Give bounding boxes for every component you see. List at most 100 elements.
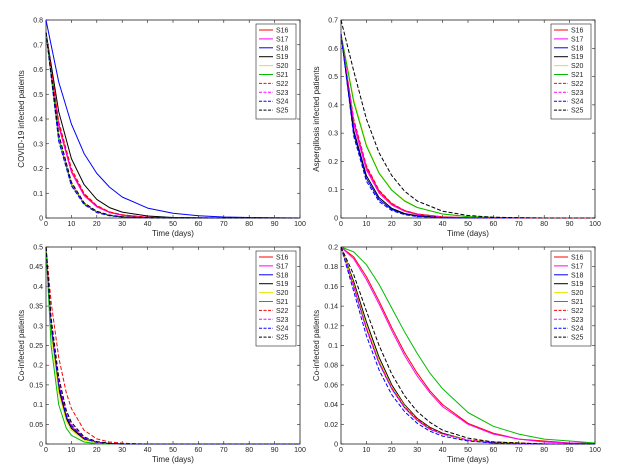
legend-label-s22: S22 xyxy=(571,308,584,315)
y-tick-label: 0.4 xyxy=(33,117,43,124)
series-line-s25 xyxy=(45,246,300,445)
x-tick-label: 90 xyxy=(566,221,574,228)
legend-label-s23: S23 xyxy=(276,317,289,324)
chart-panel-top-right: 0 10 20 30 40 50 60 70 80 90 100 0 0.1 0.2 0.3 0.4 0.5 0.… xyxy=(312,18,601,239)
legend-label-s21: S21 xyxy=(571,72,584,79)
y-tick-label: 0.7 xyxy=(328,18,338,25)
y-tick-label: 0.2 xyxy=(328,245,338,252)
x-tick-label: 90 xyxy=(271,447,279,454)
y-tick-label: 0.1 xyxy=(328,187,338,194)
x-tick-label: 100 xyxy=(589,221,601,228)
series-line-s25 xyxy=(340,19,595,219)
x-tick-label: 30 xyxy=(118,447,126,454)
legend-label-s24: S24 xyxy=(571,99,584,106)
legend-label-s17: S17 xyxy=(571,263,584,270)
x-tick-label: 10 xyxy=(68,447,76,454)
chart-panel-top-left: 0 10 20 30 40 50 60 70 80 90 100 0 0.1 0.2 0.3 0.4 0.5 0.… xyxy=(17,18,306,239)
legend-label-s20: S20 xyxy=(276,63,289,70)
legend-label-s19: S19 xyxy=(276,281,289,288)
x-axis-label: Time (days) xyxy=(447,455,489,464)
y-tick-label: 0.5 xyxy=(33,92,43,99)
x-tick-label: 20 xyxy=(93,447,101,454)
series-line-s22 xyxy=(45,32,300,219)
x-tick-label: 20 xyxy=(388,221,396,228)
x-tick-label: 70 xyxy=(515,221,523,228)
legend-label-s17: S17 xyxy=(276,263,289,270)
x-tick-label: 80 xyxy=(540,447,548,454)
x-tick-label: 60 xyxy=(490,221,498,228)
y-tick-label: 0.6 xyxy=(33,67,43,74)
y-tick-label: 0.1 xyxy=(328,343,338,350)
legend-box xyxy=(255,250,297,347)
y-tick-label: 0.7 xyxy=(33,42,43,49)
y-tick-label: 0.2 xyxy=(33,166,43,173)
legend-label-s22: S22 xyxy=(276,308,289,315)
y-tick-label: 0.16 xyxy=(324,284,338,291)
x-axis-label: Time (days) xyxy=(152,455,194,464)
legend-label-s16: S16 xyxy=(571,28,584,35)
x-tick-label: 60 xyxy=(195,221,203,228)
x-tick-label: 80 xyxy=(245,447,253,454)
x-tick-label: 100 xyxy=(294,447,306,454)
y-tick-label: 0.8 xyxy=(33,18,43,25)
x-tick-label: 80 xyxy=(540,221,548,228)
x-tick-label: 100 xyxy=(294,221,306,228)
legend-label-s19: S19 xyxy=(276,54,289,61)
legend-label-s17: S17 xyxy=(571,36,584,43)
chart-panel-bottom-right: 0 10 20 30 40 50 60 70 80 90 100 0 0.02 0.04 0.06 0.08 0… xyxy=(312,245,601,465)
x-tick-label: 10 xyxy=(363,447,371,454)
y-tick-label: 0 xyxy=(334,442,338,449)
y-axis-label: COVID-19 infected patients xyxy=(17,70,26,167)
legend-label-s22: S22 xyxy=(276,81,289,88)
y-tick-label: 0.25 xyxy=(29,343,43,350)
legend-label-s24: S24 xyxy=(276,99,289,106)
legend-label-s21: S21 xyxy=(276,72,289,79)
x-tick-label: 40 xyxy=(439,447,447,454)
y-tick-label: 0.06 xyxy=(324,382,338,389)
legend-label-s17: S17 xyxy=(276,36,289,43)
legend-label-s25: S25 xyxy=(276,335,289,342)
x-tick-label: 20 xyxy=(388,447,396,454)
y-axis-label: Aspergillosis infected patients xyxy=(312,66,321,171)
y-tick-label: 0.05 xyxy=(29,422,43,429)
y-tick-label: 0.4 xyxy=(33,284,43,291)
y-tick-label: 0.5 xyxy=(328,74,338,81)
y-tick-label: 0.4 xyxy=(328,102,338,109)
x-tick-label: 30 xyxy=(118,221,126,228)
y-tick-label: 0.5 xyxy=(33,245,43,252)
y-tick-label: 0.3 xyxy=(33,141,43,148)
legend-label-s22: S22 xyxy=(571,81,584,88)
y-tick-label: 0.08 xyxy=(324,363,338,370)
x-tick-label: 0 xyxy=(44,447,48,454)
y-tick-label: 0.2 xyxy=(33,363,43,370)
y-axis-label: Co-infected patients xyxy=(312,310,321,381)
y-tick-label: 0.1 xyxy=(33,191,43,198)
legend-label-s23: S23 xyxy=(276,90,289,97)
legend-label-s16: S16 xyxy=(276,255,289,262)
y-tick-label: 0.6 xyxy=(328,46,338,53)
legend-box xyxy=(550,250,592,347)
legend-label-s19: S19 xyxy=(571,54,584,61)
y-tick-label: 0.04 xyxy=(324,402,338,409)
x-tick-label: 10 xyxy=(68,221,76,228)
x-axis-label: Time (days) xyxy=(152,229,194,238)
x-tick-label: 10 xyxy=(363,221,371,228)
x-tick-label: 0 xyxy=(339,447,343,454)
series-line-s18 xyxy=(45,19,301,219)
x-tick-label: 90 xyxy=(566,447,574,454)
legend-label-s20: S20 xyxy=(571,63,584,70)
legend-label-s20: S20 xyxy=(571,290,584,297)
legend-label-s23: S23 xyxy=(571,90,584,97)
legend-label-s24: S24 xyxy=(571,326,584,333)
y-tick-label: 0 xyxy=(39,442,43,449)
legend-label-s16: S16 xyxy=(276,28,289,35)
x-tick-label: 70 xyxy=(515,447,523,454)
legend-label-s25: S25 xyxy=(571,335,584,342)
legend-label-s18: S18 xyxy=(276,272,289,279)
y-axis-label: Co-infected patients xyxy=(17,310,26,381)
legend-box xyxy=(255,23,297,120)
x-tick-label: 40 xyxy=(144,447,152,454)
series-line-s16 xyxy=(340,246,595,444)
legend-label-s21: S21 xyxy=(276,299,289,306)
